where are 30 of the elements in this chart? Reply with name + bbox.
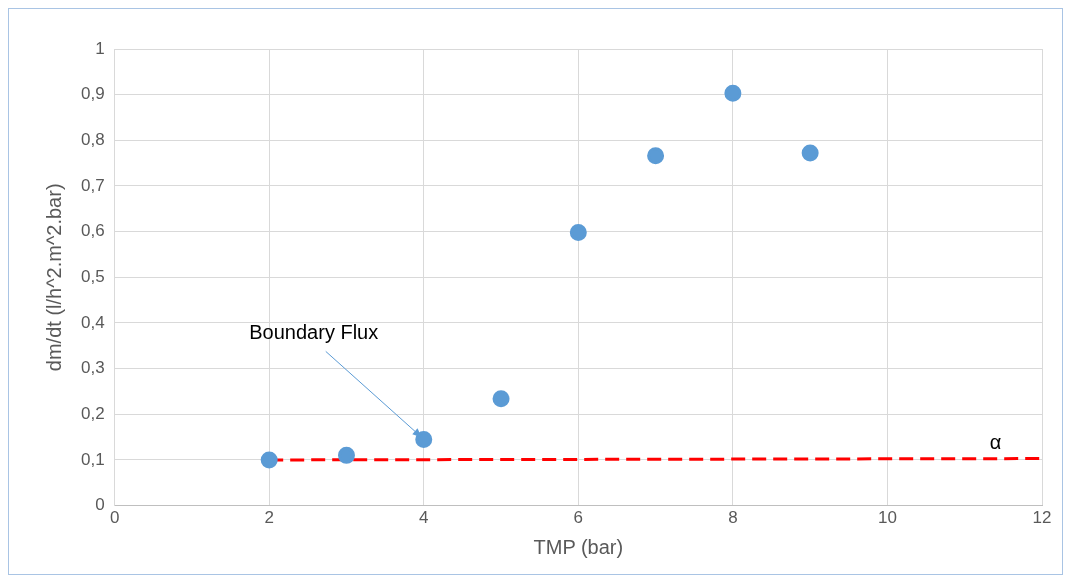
point bbox=[492, 390, 510, 408]
y-axis-title: dm/dt (l/h^2.m^2.bar) bbox=[42, 183, 65, 372]
x-tick-label: 12 bbox=[1032, 508, 1052, 528]
point bbox=[801, 144, 819, 162]
y-tick-label: 0,2 bbox=[80, 403, 105, 423]
x-axis-title: TMP (bar) bbox=[533, 535, 624, 558]
y-tick-label: 0,1 bbox=[80, 449, 105, 469]
x-tick-label: 10 bbox=[877, 508, 897, 528]
point bbox=[569, 224, 587, 242]
y-tick-label: 0,7 bbox=[80, 175, 105, 195]
y-tick-label: 0,3 bbox=[80, 358, 105, 378]
y-tick-label: 0,9 bbox=[80, 84, 105, 104]
x-tick-label: 6 bbox=[573, 508, 584, 528]
point bbox=[647, 147, 665, 165]
point bbox=[415, 430, 433, 448]
y-tick-label: 0,8 bbox=[80, 130, 105, 150]
point bbox=[260, 451, 278, 469]
y-tick-label: 0 bbox=[95, 495, 105, 515]
point bbox=[337, 446, 355, 464]
y-tick-label: 0,4 bbox=[80, 312, 105, 332]
annotation: Boundary Flux bbox=[249, 321, 379, 344]
x-tick-label: 8 bbox=[728, 508, 738, 528]
x-tick-label: 2 bbox=[264, 508, 274, 528]
y-tick-label: 1 bbox=[95, 38, 105, 58]
y-tick-label: 0,6 bbox=[80, 221, 105, 241]
y-tick-label: 0,5 bbox=[80, 266, 105, 286]
annotation: α bbox=[989, 430, 1002, 453]
x-tick-label: 4 bbox=[419, 508, 429, 528]
point bbox=[724, 84, 742, 102]
x-tick-label: 0 bbox=[109, 508, 120, 528]
